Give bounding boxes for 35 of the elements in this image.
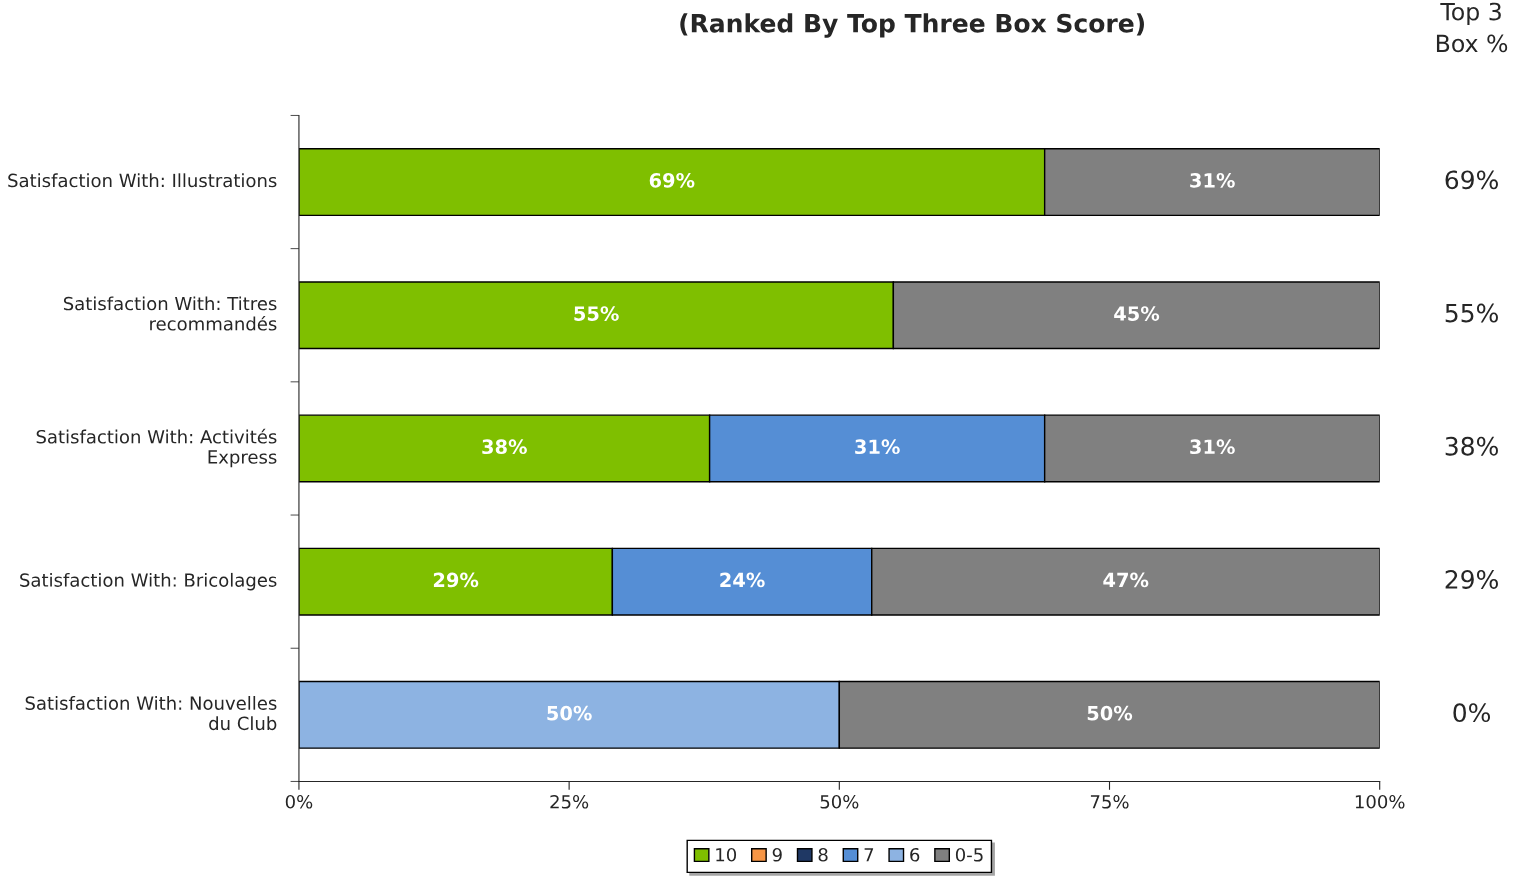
text: 38% <box>1445 436 1498 456</box>
legend-label: 10 <box>716 847 737 862</box>
text: Top 3 Box % <box>1436 2 1508 53</box>
text: 29% <box>1445 569 1498 589</box>
data-label: 31% <box>855 439 900 455</box>
data-label: 69% <box>649 172 695 188</box>
legend-label: 7 <box>864 848 874 862</box>
text: 55% <box>1445 303 1498 323</box>
legend-label: 9 <box>772 847 782 862</box>
data-label: 24% <box>720 572 765 588</box>
data-label: 47% <box>1103 572 1149 588</box>
text: 69% <box>1445 170 1498 190</box>
x-tick-label: 75% <box>1090 794 1129 809</box>
data-label: 31% <box>1190 172 1235 188</box>
legend-label: 6 <box>910 847 920 862</box>
data-label: 50% <box>1087 705 1133 721</box>
data-label: 50% <box>547 705 592 721</box>
y-tick-label: Satisfaction With: Bricolages <box>20 572 277 591</box>
legend-label: 0-5 <box>955 847 983 862</box>
data-label: 31% <box>1190 439 1235 455</box>
data-label: 45% <box>1114 306 1160 321</box>
y-tick-label: Satisfaction With: Titres recommandés <box>63 296 277 331</box>
data-label: 55% <box>574 306 619 321</box>
x-tick-label: 0% <box>285 794 313 809</box>
x-tick-label: 100% <box>1355 794 1405 809</box>
y-tick-label: Satisfaction With: Nouvelles du Club <box>25 695 277 731</box>
chart-title: (Ranked By Top Three Box Score) <box>680 13 1144 38</box>
data-label: 38% <box>482 439 527 455</box>
data-label: 29% <box>433 572 479 588</box>
x-tick-label: 25% <box>550 794 589 809</box>
text: 0% <box>1453 703 1491 723</box>
y-tick-label: Satisfaction With: Illustrations <box>8 173 277 188</box>
y-tick-label: Satisfaction With: Activités Express <box>36 428 277 468</box>
legend-label: 8 <box>818 847 828 862</box>
x-tick-label: 50% <box>820 794 859 809</box>
